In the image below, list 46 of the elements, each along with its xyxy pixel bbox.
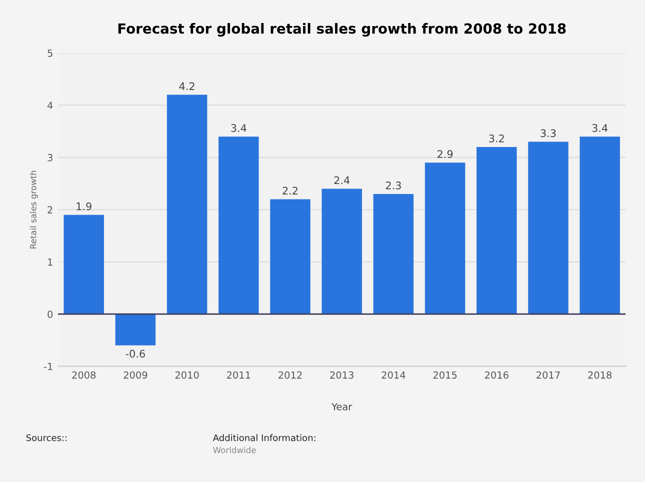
bar xyxy=(580,136,620,314)
data-label: 3.4 xyxy=(231,124,246,132)
bar xyxy=(476,147,517,314)
y-tick-label: -1 xyxy=(44,362,52,370)
y-tick-label: 0 xyxy=(48,310,53,318)
y-tick-label: 5 xyxy=(48,50,52,57)
data-label: 1.9 xyxy=(76,202,92,210)
data-label: 2.9 xyxy=(438,150,453,158)
bar xyxy=(115,314,156,346)
bar xyxy=(64,214,104,314)
bar xyxy=(424,162,466,314)
bar xyxy=(322,188,362,314)
x-tick-label: 2012 xyxy=(278,371,302,379)
x-tick-label: 2017 xyxy=(536,371,560,379)
text: Additional Information: xyxy=(212,434,316,442)
data-label: 4.2 xyxy=(179,82,194,90)
x-tick-label: 2018 xyxy=(588,371,612,379)
data-label: 2.3 xyxy=(386,181,401,190)
data-label: -0.6 xyxy=(126,350,145,358)
data-label: 3.4 xyxy=(592,124,608,132)
y-tick-label: 4 xyxy=(47,102,53,109)
x-tick-label: 2013 xyxy=(330,371,354,379)
y-tick-label: 1 xyxy=(48,258,52,266)
bar xyxy=(373,194,414,314)
x-tick-label: 2008 xyxy=(72,371,96,379)
text: Worldwide xyxy=(213,446,256,454)
bar xyxy=(166,94,208,314)
x-tick-label: 2009 xyxy=(124,371,148,379)
x-tick-label: 2010 xyxy=(175,371,199,379)
x-axis-title: Year xyxy=(332,403,352,410)
bar xyxy=(270,199,310,314)
x-tick-label: 2016 xyxy=(484,371,508,379)
y-tick-label: 3 xyxy=(48,154,52,162)
x-tick-label: 2011 xyxy=(226,371,250,379)
source-note: Sources:: xyxy=(26,434,67,442)
data-label: 2.2 xyxy=(282,186,298,194)
bar xyxy=(528,142,568,314)
y-axis-title: Retail sales growth xyxy=(30,170,38,248)
data-label: 2.4 xyxy=(334,176,350,184)
data-label: 3.3 xyxy=(540,129,556,138)
chart-title: Forecast for global retail sales growth from 2008 to 2018 xyxy=(118,23,566,37)
x-tick-label: 2015 xyxy=(433,371,457,379)
bar xyxy=(218,136,259,314)
data-label: 3.2 xyxy=(489,134,504,142)
y-tick-label: 2 xyxy=(48,206,52,214)
x-tick-label: 2014 xyxy=(382,371,406,379)
